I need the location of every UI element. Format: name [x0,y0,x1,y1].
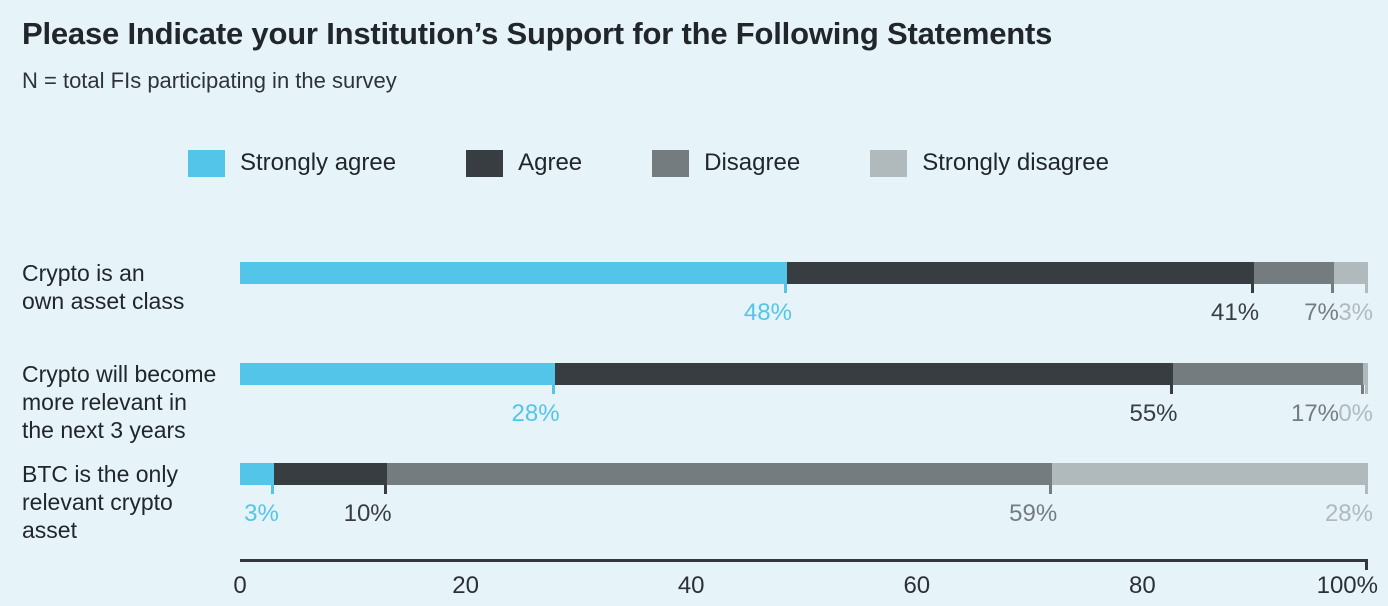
category-label: Crypto will become more relevant in the ne… [22,361,217,443]
legend-item: Disagree [652,149,800,177]
chart-row: Crypto is an own asset class 48% 41% 7% 3% [22,260,1373,358]
axis-tick-label: 80 [1129,572,1156,599]
category-label: Crypto is an own asset class [22,260,185,314]
axis-tick-label: 20 [452,572,479,599]
legend-label: Strongly disagree [922,149,1109,176]
segment-tick [1169,385,1173,394]
bar-segment-strongly-disagree [1052,463,1368,485]
value-label: 28% [511,400,560,427]
chart-row: BTC is the only relevant crypto asset 3% 10%… [22,461,1373,559]
value-label: 28% [1324,500,1373,527]
segment-tick [1049,485,1053,494]
bar-segment-agree [554,363,1173,385]
bar-segment-disagree [386,463,1053,485]
bar-segment-strongly-agree [240,463,274,485]
segment-tick [270,485,274,494]
legend-label: Strongly agree [240,149,397,176]
value-label: 3% [1338,299,1373,326]
bar-segment-strongly-disagree [1363,363,1368,385]
value-label: 0% [1338,400,1373,427]
segment-tick [383,485,387,494]
bar-track: 3% 10% 59% 28% [240,463,1373,527]
value-label: 10% [343,500,392,527]
legend-label: Disagree [704,149,801,176]
segment-tick [1365,485,1368,494]
bar-segment-strongly-disagree [1333,262,1368,284]
bar-segment-disagree [1254,262,1334,284]
x-axis: 0 20 40 60 80 100% [233,559,1378,606]
category-label: BTC is the only relevant crypto asset [22,461,178,543]
value-label: 3% [244,500,279,527]
axis-tick-label: 60 [903,572,931,599]
bar-segment-disagree [1172,363,1364,385]
legend-swatch-disagree [652,149,690,177]
stacked-bar [240,363,1368,385]
legend-label: Agree [518,149,583,176]
stacked-bar [240,262,1368,284]
segment-tick [1251,284,1255,293]
axis-line [240,559,1368,562]
value-label: 7% [1304,299,1339,326]
bar-segment-strongly-agree [240,363,555,385]
segment-tick [1360,385,1364,394]
segment-tick [1330,284,1334,293]
legend-swatch-strongly-disagree [870,149,908,177]
bar-segment-agree [786,262,1255,284]
bar-track: 28% 55% 17% 0% [240,363,1373,427]
stacked-bar [240,463,1368,485]
legend-item: Strongly disagree [870,149,1109,177]
segment-tick [551,385,555,394]
segment-tick [1365,385,1368,394]
bar-segment-agree [273,463,387,485]
axis-tick-label: 100% [1316,572,1378,599]
page-subtitle: N = total FIs participating in the surve… [22,68,397,93]
legend-swatch-strongly-agree [188,149,225,177]
bar-track: 48% 41% 7% 3% [240,262,1373,326]
chart: Crypto is an own asset class 48% 41% 7% 3% Cry… [22,260,1378,606]
page-title: Please Indicate your Institution’s Suppo… [22,16,1053,51]
segment-tick [1365,284,1368,293]
value-label: 55% [1129,400,1178,427]
segment-tick [783,284,787,293]
axis-tick-label: 0 [233,572,247,599]
value-label: 17% [1290,400,1340,427]
legend-swatch-agree [466,149,504,177]
axis-end-tick [1365,559,1368,570]
bar-segment-strongly-agree [240,262,787,284]
value-label: 48% [743,299,792,326]
legend-item: Strongly agree [188,149,396,177]
axis-tick-label: 40 [677,572,705,599]
value-label: 59% [1009,500,1058,527]
chart-row: Crypto will become more relevant in the ne… [22,361,1373,459]
legend: Strongly agree Agree Disagree Strongly disa… [188,149,1109,177]
value-label: 41% [1211,299,1260,326]
legend-item: Agree [466,149,582,177]
